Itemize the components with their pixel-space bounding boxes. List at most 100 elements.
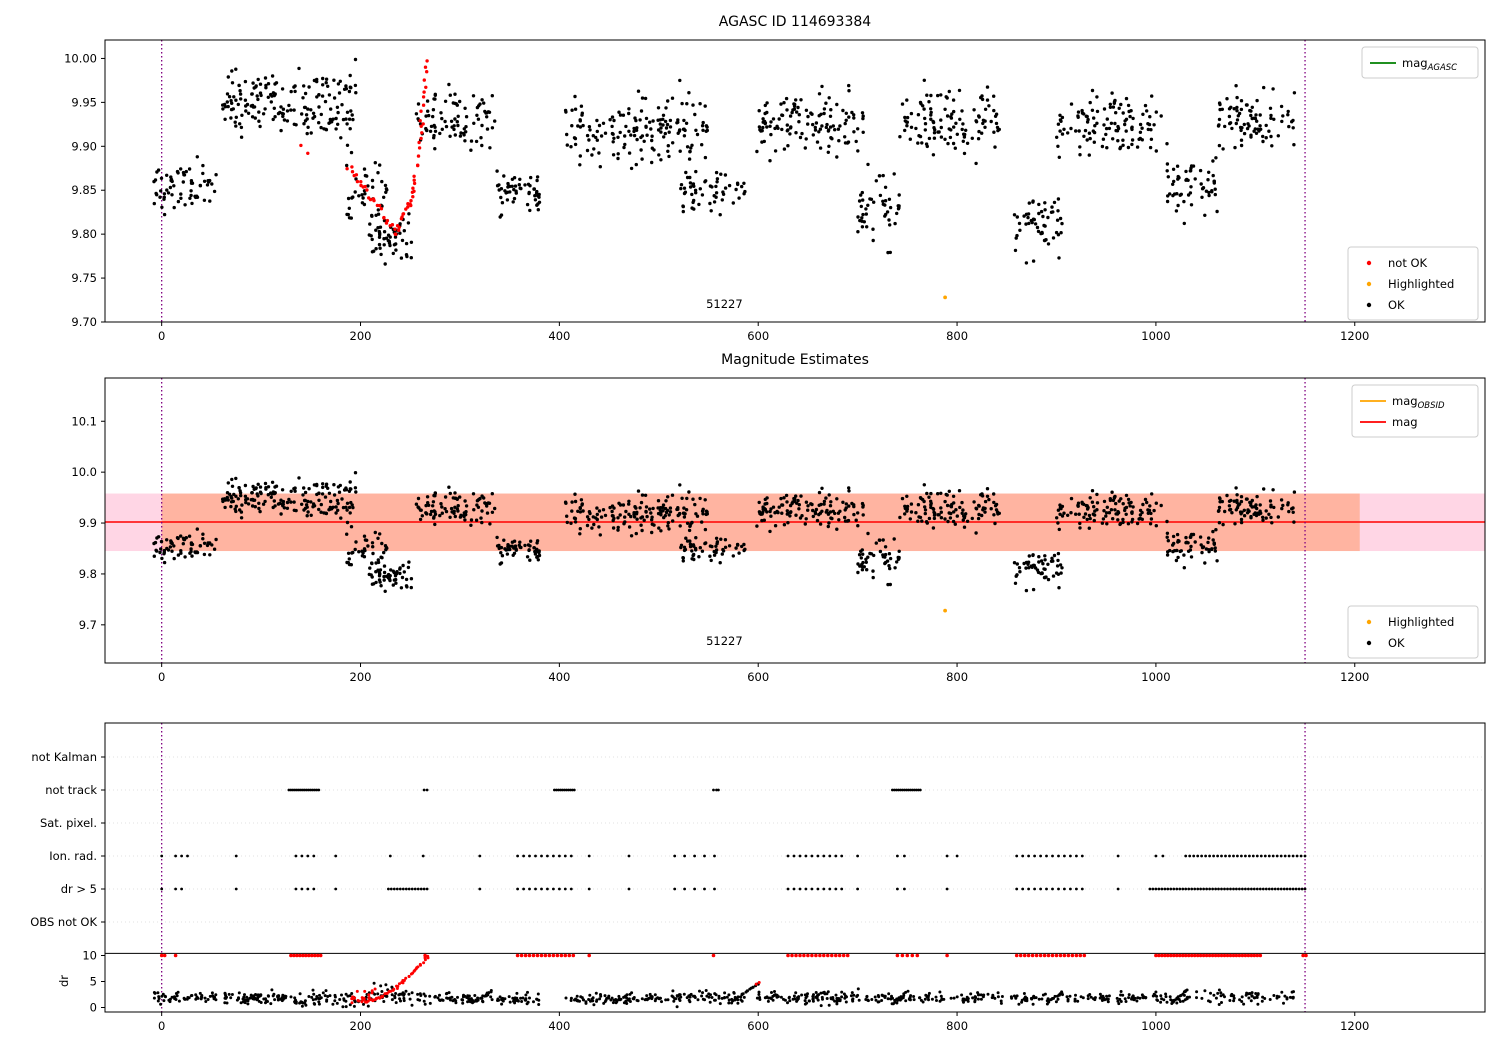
mag-point bbox=[987, 497, 991, 502]
flag-point bbox=[703, 887, 706, 891]
flag-point bbox=[1184, 854, 1188, 858]
flag-category-label: OBS not OK bbox=[30, 915, 97, 929]
mag-point bbox=[929, 491, 933, 496]
dr-point bbox=[1280, 990, 1284, 994]
mag-point bbox=[1082, 515, 1086, 519]
flag-point bbox=[1154, 887, 1158, 891]
mag-point bbox=[806, 122, 810, 126]
mag-point bbox=[360, 549, 364, 553]
x-tick-label: 1000 bbox=[1141, 329, 1170, 343]
dr-clipped-point bbox=[295, 953, 299, 958]
mag-point bbox=[302, 84, 306, 88]
mag-point bbox=[794, 494, 798, 498]
mag-point bbox=[1039, 209, 1044, 214]
mag-point bbox=[666, 524, 670, 528]
mag-point bbox=[158, 550, 162, 555]
mag-point bbox=[1110, 490, 1114, 494]
flag-point bbox=[840, 887, 844, 891]
mag-point bbox=[258, 485, 263, 489]
mag-point bbox=[258, 82, 263, 86]
mag-point bbox=[905, 494, 909, 498]
mag-point bbox=[1083, 128, 1088, 133]
mag-point bbox=[639, 148, 643, 152]
dr-point bbox=[476, 998, 480, 1002]
mag-point bbox=[312, 78, 317, 83]
mag-point bbox=[1051, 574, 1056, 578]
dr-point bbox=[536, 992, 540, 996]
mag-point bbox=[1182, 553, 1186, 557]
mag-point bbox=[701, 512, 705, 516]
mag-point bbox=[1228, 121, 1232, 126]
dr-point bbox=[973, 1000, 977, 1004]
dr-clipped-point bbox=[818, 953, 822, 958]
dr-point bbox=[708, 1000, 712, 1004]
mag-point bbox=[1116, 518, 1120, 522]
flag-point bbox=[1027, 854, 1030, 858]
mag-point bbox=[972, 108, 976, 112]
flag-point bbox=[1204, 854, 1207, 858]
dr-point bbox=[807, 999, 811, 1003]
mag-point bbox=[714, 170, 719, 175]
mag-point bbox=[377, 578, 382, 582]
mag-point bbox=[847, 489, 851, 493]
mag-point bbox=[1258, 124, 1262, 128]
dr-point bbox=[671, 995, 675, 999]
mag-point bbox=[866, 203, 870, 207]
mag-point bbox=[861, 116, 865, 121]
mag-point bbox=[321, 83, 325, 87]
flag-point bbox=[558, 854, 561, 858]
mag-point bbox=[1057, 256, 1061, 260]
dr-not-ok-point bbox=[389, 989, 393, 993]
mag-point bbox=[345, 520, 350, 525]
mag-point bbox=[517, 183, 521, 187]
mag-point bbox=[682, 548, 687, 553]
mag-point bbox=[782, 496, 786, 500]
flag-point bbox=[555, 788, 558, 792]
dr-point bbox=[1031, 1002, 1035, 1006]
flag-point bbox=[840, 854, 844, 858]
mag-point bbox=[289, 489, 293, 493]
mag-point bbox=[1271, 488, 1275, 492]
mag-point bbox=[424, 114, 428, 118]
mag-point bbox=[1211, 529, 1215, 534]
mag-point bbox=[1024, 222, 1028, 226]
mag-point bbox=[1199, 543, 1203, 547]
dr-point bbox=[713, 998, 716, 1002]
dr-point bbox=[671, 989, 675, 993]
mag-point bbox=[861, 552, 865, 556]
mag-point bbox=[354, 177, 358, 181]
mag-point bbox=[1130, 517, 1135, 522]
mag-point bbox=[324, 77, 329, 81]
mag-point bbox=[1056, 551, 1061, 556]
flag-point bbox=[1264, 887, 1268, 891]
mag-point bbox=[453, 133, 457, 137]
dr-point bbox=[564, 996, 568, 1000]
mag-point bbox=[453, 491, 457, 495]
mag-point bbox=[703, 104, 707, 108]
mag-point bbox=[497, 183, 501, 187]
legend-marker-swatch bbox=[1366, 281, 1372, 287]
dr-point bbox=[1256, 1002, 1260, 1006]
mag-point bbox=[656, 499, 661, 503]
flag-point bbox=[1202, 887, 1205, 891]
flag-point bbox=[1273, 887, 1277, 891]
mag-point bbox=[864, 207, 868, 211]
mag-point bbox=[256, 482, 260, 486]
dr-point bbox=[1217, 1003, 1221, 1006]
mag-point bbox=[929, 501, 933, 506]
flag-point bbox=[572, 788, 576, 792]
mag-point bbox=[317, 507, 321, 512]
dr-point bbox=[1228, 999, 1232, 1002]
mag-point bbox=[226, 498, 230, 502]
dr-clipped-point bbox=[1186, 953, 1191, 958]
mag-point bbox=[1171, 193, 1175, 198]
dr-point bbox=[397, 993, 401, 997]
mag-point bbox=[610, 115, 615, 119]
mag-point bbox=[719, 172, 723, 176]
mag-point bbox=[927, 516, 932, 521]
mag-point bbox=[512, 196, 517, 201]
mag-point bbox=[773, 524, 778, 528]
dr-point bbox=[532, 1000, 535, 1004]
dr-point bbox=[773, 990, 776, 993]
